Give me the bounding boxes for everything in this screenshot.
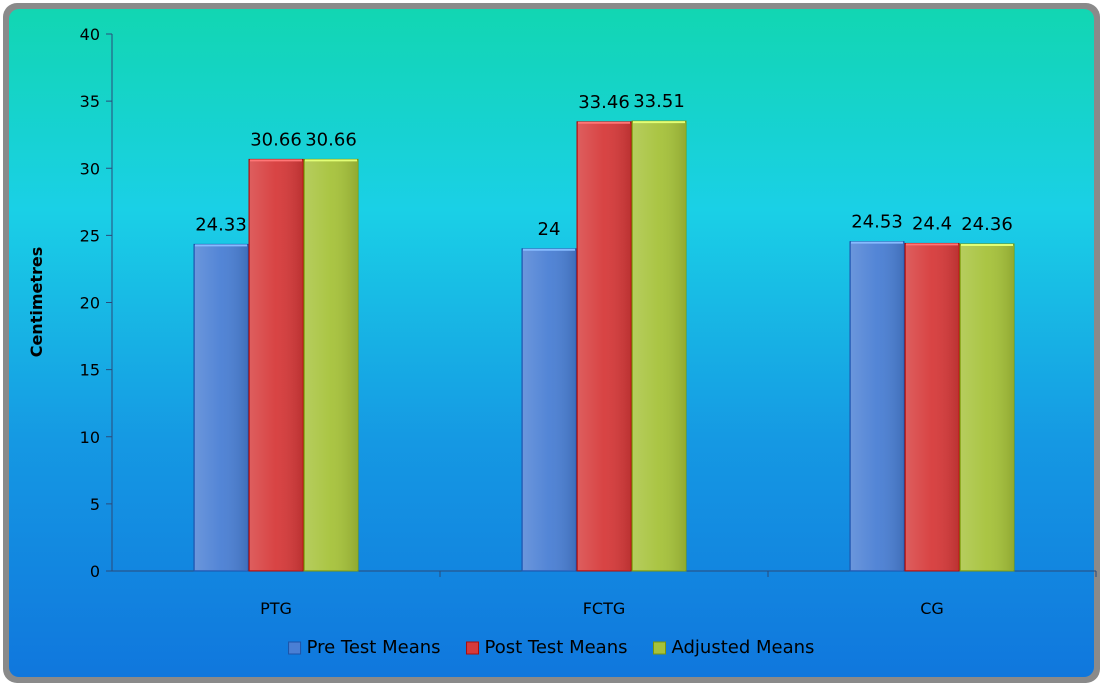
data-label: 24.53 <box>851 212 903 233</box>
legend-item-post-test-means: Post Test Means <box>466 637 628 658</box>
data-label: 33.46 <box>578 92 630 113</box>
legend-label: Post Test Means <box>485 637 628 658</box>
bar-sheen <box>633 122 685 571</box>
legend-swatch <box>288 641 302 655</box>
x-tick-group: PTG FCTG CG <box>260 571 1097 618</box>
legend-item-pre-test-means: Pre Test Means <box>288 637 441 658</box>
y-tick-label: 25 <box>80 226 100 245</box>
data-label: 24 <box>538 219 561 240</box>
y-tick-label: 15 <box>80 361 100 380</box>
bar-sheen <box>851 242 903 570</box>
legend-item-adjusted-means: Adjusted Means <box>653 637 815 658</box>
bar-sheen <box>523 249 575 571</box>
bar-sheen <box>578 122 630 570</box>
legend-swatch <box>653 641 666 655</box>
data-label: 24.4 <box>912 213 952 234</box>
legend-label: Adjusted Means <box>672 637 815 658</box>
bar-sheen <box>305 160 357 570</box>
y-tick-label: 20 <box>80 294 100 313</box>
bar-sheen <box>250 160 302 570</box>
x-tick-label-cg: CG <box>920 599 944 618</box>
y-tick-group: 0 5 10 15 20 25 30 35 40 <box>80 25 112 581</box>
y-tick-label: 40 <box>80 25 100 44</box>
data-label: 24.36 <box>961 214 1013 235</box>
y-axis-title-group: Centimetres <box>27 247 46 358</box>
data-label-group: 24.33 30.66 30.66 24 33.46 33.51 24.53 24.4 24.3… <box>195 91 1013 240</box>
legend-swatch <box>466 641 480 655</box>
data-label: 24.33 <box>195 214 247 235</box>
bar-group <box>193 120 1015 572</box>
y-tick-label: 30 <box>80 159 100 178</box>
data-label: 30.66 <box>305 129 357 150</box>
x-tick-label-ptg: PTG <box>260 599 292 618</box>
bar-sheen <box>195 245 247 570</box>
y-tick-label: 35 <box>80 92 100 111</box>
y-tick-label: 0 <box>90 562 100 581</box>
data-label: 30.66 <box>250 129 302 150</box>
data-label: 33.51 <box>633 91 685 112</box>
y-axis-title: Centimetres <box>27 247 46 358</box>
y-tick-label: 5 <box>90 495 100 514</box>
y-tick-label: 10 <box>80 428 100 447</box>
legend: Pre Test Means Post Test Means Adjusted Me… <box>288 637 815 658</box>
bar-sheen <box>906 244 958 570</box>
x-tick-label-fctg: FCTG <box>583 599 626 618</box>
bar-sheen <box>961 244 1013 571</box>
legend-label: Pre Test Means <box>307 637 441 658</box>
